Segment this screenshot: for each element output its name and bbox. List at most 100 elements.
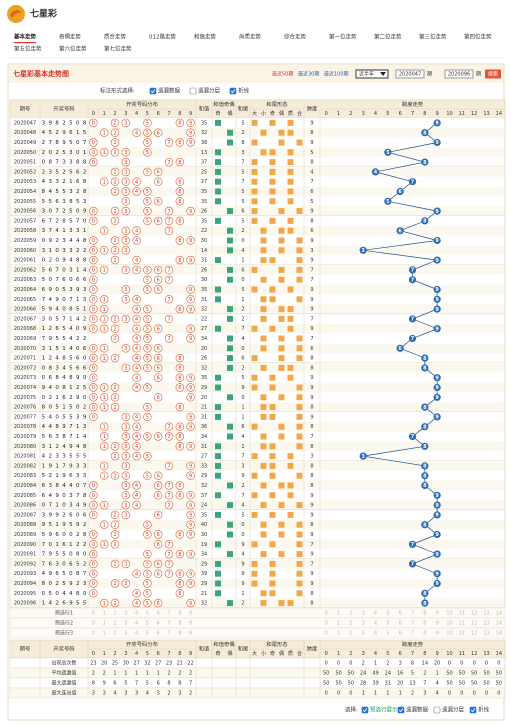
hit-ball	[99, 177, 109, 186]
hit-ball-label: 2	[113, 454, 116, 460]
hit-ball-label: 3	[124, 179, 127, 185]
nav-tab[interactable]: 012路走势	[149, 33, 176, 41]
preselect-cell: 11	[459, 611, 465, 617]
draw-digit: 5	[62, 336, 66, 342]
checkbox[interactable]	[229, 87, 237, 95]
hit-ball	[110, 598, 120, 608]
hit-ball-label: 9	[189, 130, 192, 136]
hit-ball	[143, 520, 152, 529]
hit-ball-label: 6	[157, 170, 160, 176]
checkbox[interactable]	[149, 87, 157, 95]
parity-mark	[227, 345, 233, 352]
shape-mark	[296, 266, 303, 273]
hit-ball	[143, 118, 152, 128]
nav-tab[interactable]: 尚质走势	[239, 33, 262, 41]
hit-ball	[132, 295, 141, 304]
draw-digit: 7	[83, 140, 87, 146]
hit-ball	[154, 373, 163, 382]
sum-value: 31	[201, 444, 207, 450]
checkbox[interactable]	[189, 87, 197, 95]
nav-tab[interactable]: 第三位走势	[419, 33, 447, 41]
nav-tab[interactable]: 第六位走势	[59, 45, 87, 53]
hit-ball-label: 3	[124, 209, 127, 215]
stat-value: 0	[337, 691, 340, 697]
footer-label: 选择:	[345, 706, 358, 714]
hit-ball-label: 5	[146, 336, 149, 342]
nav-tab[interactable]: 第二位走势	[374, 33, 402, 41]
sum-value: 13	[201, 150, 207, 156]
draw-digit: 5	[69, 365, 73, 371]
range-select[interactable]	[355, 69, 389, 79]
draw-digit: 0	[55, 591, 59, 597]
draw-digit: 3	[83, 297, 87, 303]
hit-ball-label: 4	[135, 375, 138, 381]
draw-digit: 4	[42, 454, 46, 460]
checkbox[interactable]	[397, 706, 405, 714]
checkbox[interactable]	[361, 706, 369, 714]
hit-ball	[110, 530, 120, 539]
hit-ball-label: 8	[178, 571, 181, 577]
stat-value: 31	[385, 681, 391, 687]
range-link[interactable]: 最近100期	[324, 71, 349, 78]
hit-ball	[143, 559, 152, 569]
hit-ball	[132, 304, 141, 314]
draw-digit: 1	[55, 503, 59, 509]
stat-value: 27	[133, 661, 139, 667]
shape-mark	[296, 208, 303, 215]
draw-digit: 0	[42, 591, 46, 597]
nav-tab[interactable]: 第一位走势	[329, 33, 357, 41]
from-input[interactable]	[395, 69, 425, 79]
draw-digit: 7	[42, 297, 46, 303]
option-label: 折线	[238, 87, 250, 95]
group-header: 跨度走势	[402, 100, 424, 108]
draw-digit: 3	[55, 561, 59, 567]
hit-ball	[143, 589, 152, 598]
to-input[interactable]	[444, 69, 474, 79]
hit-ball	[99, 500, 109, 510]
nav-tab[interactable]: 质合走势	[104, 33, 127, 41]
nav-tab[interactable]: 奇偶走势	[59, 33, 82, 41]
trend-ball	[421, 364, 429, 372]
draw-digit: 5	[69, 120, 73, 126]
trend-ball-label: 8	[423, 356, 427, 362]
draw-digit: 7	[83, 483, 87, 489]
stat-value: 7	[135, 681, 138, 687]
nav-tab[interactable]: 第七位走势	[104, 45, 132, 53]
preselect-cell: 7	[411, 621, 414, 627]
column-header: 期号	[20, 106, 31, 113]
tail-value: 2	[241, 130, 244, 136]
nav-tab[interactable]: 基本走势	[13, 33, 37, 41]
issue-number: 2020054	[14, 189, 36, 195]
hit-ball	[110, 471, 120, 480]
checkbox[interactable]	[433, 706, 441, 714]
hit-ball-label: 1	[103, 395, 106, 401]
hit-ball	[121, 157, 131, 167]
draw-digit: 9	[55, 512, 59, 518]
hit-ball-label: 1	[103, 601, 106, 607]
range-link[interactable]: 最近50期	[272, 71, 293, 78]
draw-digit: 2	[62, 169, 66, 175]
nav-tab[interactable]: 第五位走势	[14, 45, 42, 53]
parity-mark	[227, 306, 233, 313]
hit-ball	[186, 461, 195, 471]
checkbox[interactable]	[469, 706, 477, 714]
parity-mark	[215, 384, 221, 391]
nav-tab[interactable]: 第四位走势	[464, 33, 492, 41]
hit-ball	[154, 265, 163, 275]
draw-digit: 5	[42, 199, 46, 205]
search-button[interactable]	[485, 69, 501, 79]
draw-digit: 4	[69, 238, 73, 244]
nav-tab[interactable]: 综合走势	[284, 33, 307, 41]
shape-mark	[278, 433, 285, 440]
hit-ball-label: 3	[124, 581, 127, 587]
nav-tab[interactable]: 和值走势	[194, 33, 217, 41]
stat-value: 6	[157, 681, 160, 687]
tail-value: 8	[241, 140, 244, 146]
range-link[interactable]: 最近30期	[298, 71, 319, 78]
draw-digit: 1	[42, 326, 46, 332]
draw-digit: 2	[83, 561, 87, 567]
shape-mark	[269, 462, 276, 469]
draw-digit: 3	[49, 483, 53, 489]
draw-digit: 5	[69, 218, 73, 224]
stat-value: 2	[103, 671, 106, 677]
